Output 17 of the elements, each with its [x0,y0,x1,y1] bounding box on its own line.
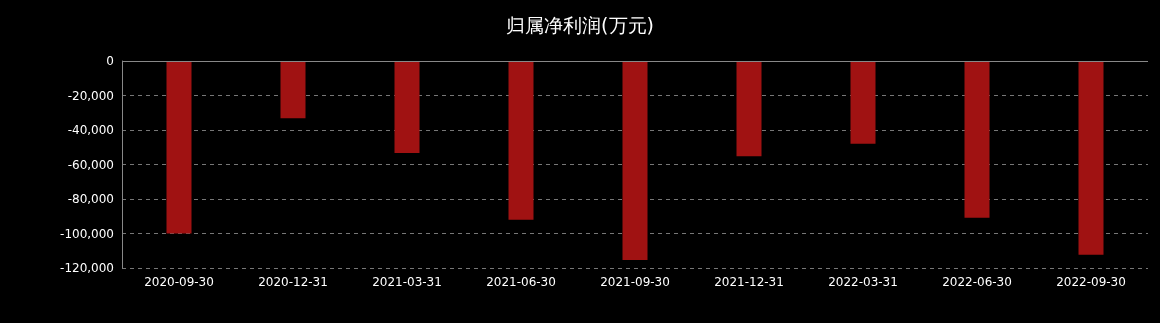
chart-title: 归属净利润(万元) [506,13,654,36]
x-tick-label: 2020-12-31 [258,275,328,289]
x-tick-label: 2022-03-31 [828,275,898,289]
x-tick-label: 2020-09-30 [144,275,214,289]
y-tick-label: -20,000 [67,88,114,103]
y-tick-label: -40,000 [67,123,114,137]
x-tick-label: 2022-09-30 [1056,275,1126,289]
y-tick-label: -120,000 [60,261,114,275]
y-tick-label: -100,000 [60,226,114,241]
x-tick-label: 2021-06-30 [486,275,556,289]
x-tick-label: 2021-09-30 [600,275,670,289]
y-tick-label: -80,000 [67,192,114,206]
y-tick-label: 0 [106,54,114,68]
x-tick-label: 2022-06-30 [942,275,1012,289]
x-tick-label: 2021-12-31 [714,275,784,289]
x-tick-label: 2021-03-31 [372,275,442,289]
y-tick-label: -60,000 [67,157,114,172]
